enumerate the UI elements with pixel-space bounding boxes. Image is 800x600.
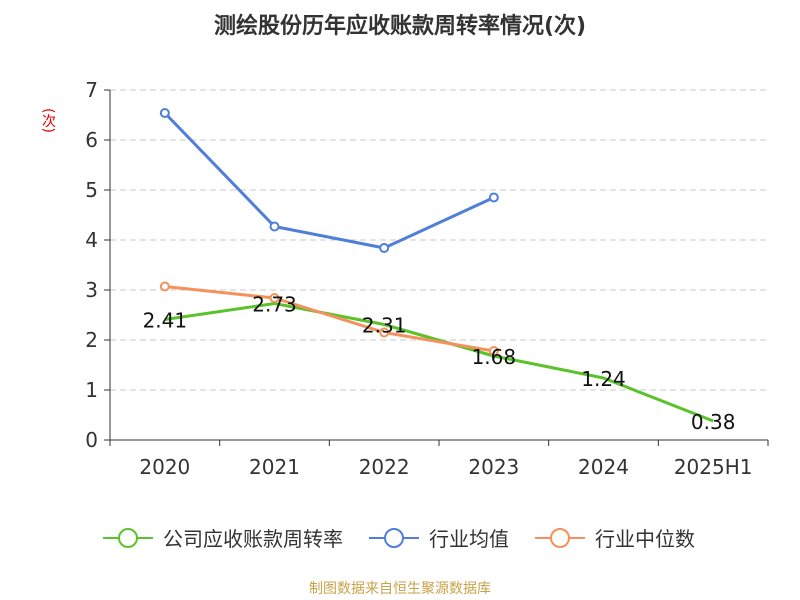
y-tick-label: 3 xyxy=(85,278,98,302)
x-tick-label: 2020 xyxy=(139,455,190,479)
legend-marker xyxy=(118,528,138,548)
data-label: 1.24 xyxy=(581,367,626,391)
data-label: 0.38 xyxy=(691,410,736,434)
data-label: 1.68 xyxy=(472,345,517,369)
data-point xyxy=(269,221,280,232)
source-note: 制图数据来自恒生聚源数据库 xyxy=(309,581,491,597)
series-line-1 xyxy=(163,111,495,250)
y-tick-label: 2 xyxy=(85,328,98,352)
x-tick-label: 2024 xyxy=(578,455,629,479)
legend-item: 行业均值 xyxy=(369,527,509,551)
y-tick-label: 6 xyxy=(85,128,98,152)
data-point xyxy=(379,243,390,253)
y-tick-label: 5 xyxy=(85,178,98,202)
chart-title: 测绘股份历年应收账款周转率情况(次) xyxy=(213,14,587,39)
x-tick-label: 2023 xyxy=(468,455,519,479)
series-line-0 xyxy=(164,302,714,423)
y-tick-label: 0 xyxy=(85,428,98,452)
y-tick-label: 1 xyxy=(85,378,98,402)
legend-label: 行业中位数 xyxy=(595,527,695,551)
data-label: 2.31 xyxy=(362,314,407,338)
data-point xyxy=(159,281,170,292)
data-point xyxy=(159,108,170,118)
x-tick-label: 2021 xyxy=(249,455,300,479)
data-point xyxy=(269,293,280,303)
x-tick-label: 2025H1 xyxy=(674,455,753,479)
data-point xyxy=(488,346,499,356)
data-label: 2.41 xyxy=(143,309,188,333)
legend-label: 行业均值 xyxy=(429,527,509,551)
y-axis-label: (次) xyxy=(40,108,56,133)
data-point xyxy=(379,327,390,338)
legend-label: 公司应收账款周转率 xyxy=(163,527,343,551)
legend-item: 公司应收账款周转率 xyxy=(103,527,343,551)
legend-marker xyxy=(550,528,570,548)
y-tick-label: 7 xyxy=(85,78,98,102)
legend-marker xyxy=(384,528,404,548)
data-point xyxy=(488,192,499,203)
legend-item: 行业中位数 xyxy=(535,527,695,551)
data-label: 2.73 xyxy=(252,293,297,317)
series-line-2 xyxy=(164,285,495,353)
y-tick-label: 4 xyxy=(85,228,98,252)
x-tick-label: 2022 xyxy=(359,455,410,479)
